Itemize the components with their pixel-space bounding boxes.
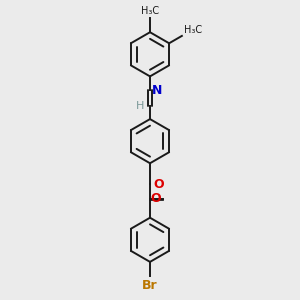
Text: H: H xyxy=(136,101,144,111)
Text: Br: Br xyxy=(142,279,158,292)
Text: O: O xyxy=(153,178,164,191)
Text: N: N xyxy=(152,84,163,97)
Text: H₃C: H₃C xyxy=(141,6,159,16)
Text: H₃C: H₃C xyxy=(184,25,202,35)
Text: O: O xyxy=(151,192,161,205)
